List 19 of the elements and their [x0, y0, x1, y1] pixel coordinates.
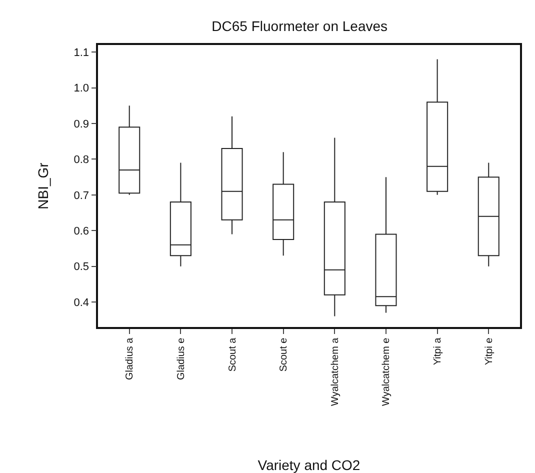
x-tick-label: Yitpi a: [432, 337, 444, 366]
chart-title: DC65 Fluormeter on Leaves: [212, 18, 388, 34]
y-tick-label: 0.8: [74, 154, 90, 166]
y-tick-label: 1.1: [74, 46, 90, 59]
x-tick-label: Yitpi e: [484, 337, 495, 366]
x-tick-label: Wyalcatchem a: [330, 337, 341, 406]
y-tick-label: 0.4: [74, 296, 90, 309]
x-tick-label: Gladius a: [124, 337, 136, 380]
y-tick-label: 0.5: [74, 261, 90, 274]
x-tick-label: Gladius e: [176, 337, 187, 380]
y-axis-title: NBI_Gr: [34, 162, 51, 210]
y-tick-label: 0.9: [74, 118, 90, 130]
y-tick-label: 0.6: [74, 225, 90, 238]
y-tick-label: 0.7: [74, 190, 90, 202]
x-tick-label: Scout e: [278, 337, 290, 372]
y-tick-label: 1.0: [74, 82, 90, 95]
x-axis-title: Variety and CO2: [258, 457, 360, 473]
x-tick-label: Wyalcatchem e: [381, 337, 392, 406]
x-tick-label: Scout a: [227, 337, 238, 372]
